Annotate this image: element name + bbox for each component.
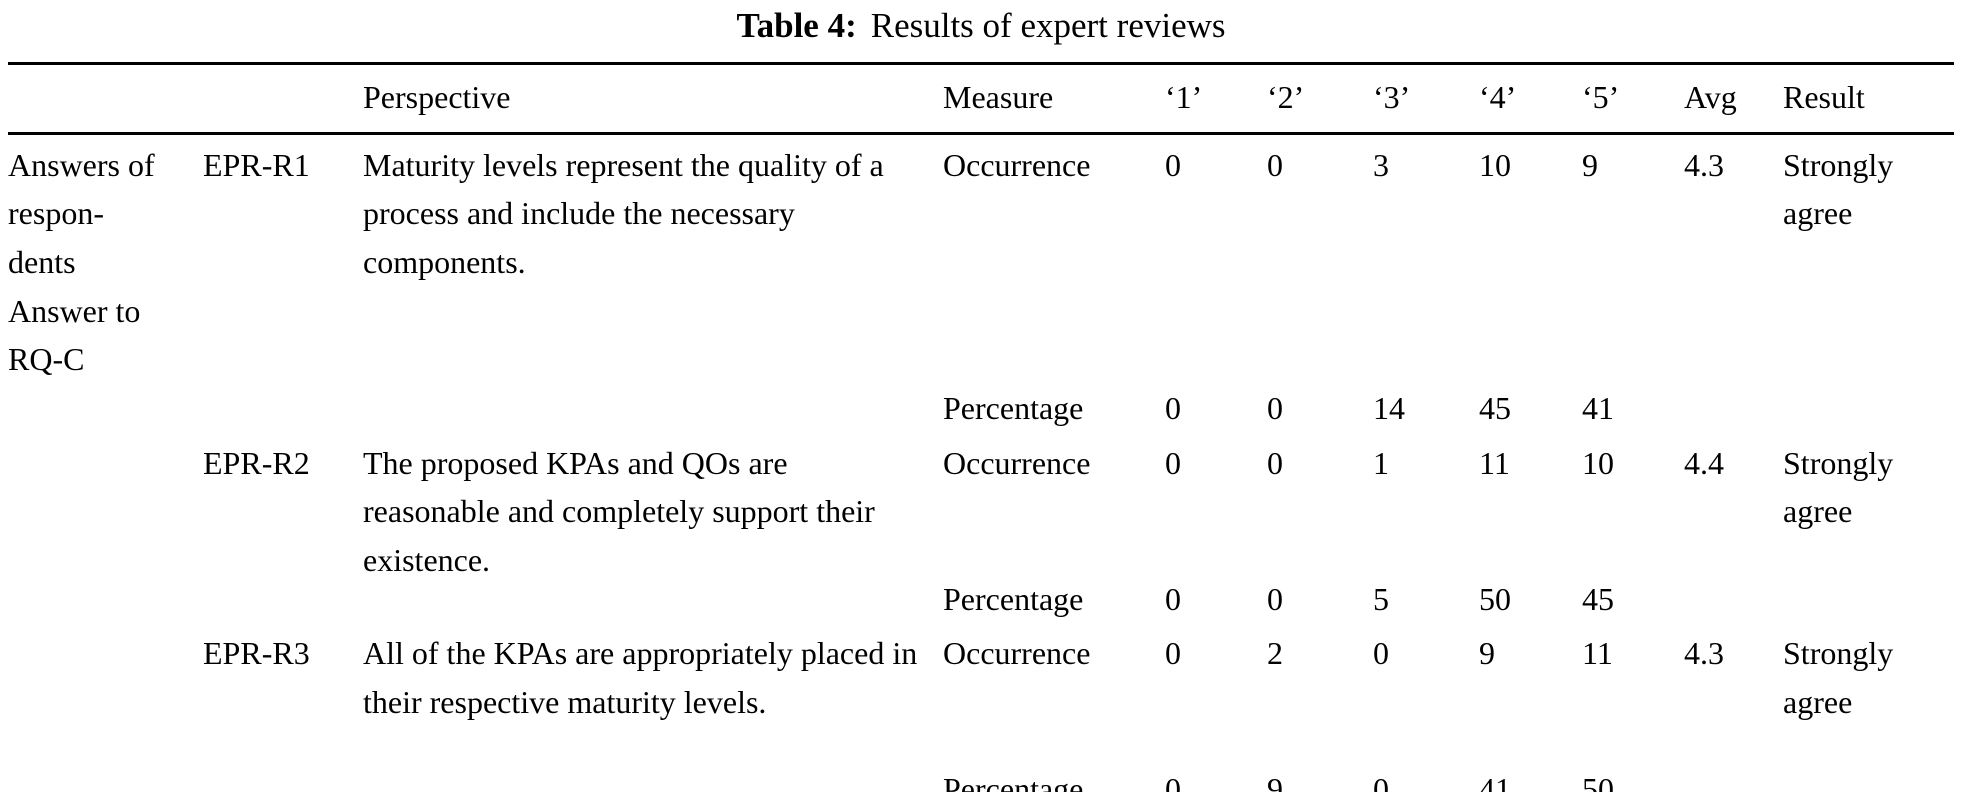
result-empty [1783,759,1954,792]
result-value: Strongly agree [1783,146,1894,232]
header-scale-4: ‘4’ [1479,63,1582,135]
perspective-text: The proposed KPAs and QOs are reasonable… [363,444,875,578]
header-perspective: Perspective [363,63,943,135]
likert-value-2: 0 [1267,580,1283,617]
likert-value-1: 0 [1165,444,1181,481]
measure-cell: Percentage [943,580,1084,617]
avg-empty [1684,759,1783,792]
perspective-text: All of the KPAs are appropriately placed… [363,635,918,720]
header-scale-3: ‘3’ [1373,63,1479,135]
likert-value-5: 50 [1582,771,1614,792]
measure-cell: Occurrence [943,444,1091,481]
table-caption-title: Results of expert reviews [870,6,1226,45]
likert-value-5: 45 [1582,580,1614,617]
likert-value-2: 2 [1267,635,1283,672]
likert-value-4: 10 [1479,146,1511,183]
likert-value-3: 0 [1373,771,1389,792]
result-empty [1783,569,1954,624]
likert-value-3: 3 [1373,146,1389,183]
table-row: Answers of respon- dents Answer to RQ-C … [8,133,1954,378]
result-value: Strongly agree [1783,444,1894,530]
header-row: Perspective Measure ‘1’ ‘2’ ‘3’ ‘4’ ‘5’ … [8,63,1954,135]
row-id: EPR-R2 [203,444,310,481]
header-avg: Avg [1684,63,1783,135]
header-scale-5: ‘5’ [1582,63,1684,135]
measure-cell: Percentage [943,390,1084,427]
table-row: Percentage 0 9 0 41 50 [8,759,1954,792]
likert-value-1: 0 [1165,390,1181,427]
likert-value-3: 5 [1373,580,1389,617]
likert-value-2: 0 [1267,146,1283,183]
avg-empty [1684,378,1783,433]
measure-cell: Occurrence [943,635,1091,672]
row-group-label-line: Answer to [8,292,141,329]
likert-value-1: 0 [1165,580,1181,617]
table-row: Percentage 0 0 5 50 45 [8,569,1954,624]
row-group-label-line: RQ-C [8,341,85,378]
header-empty-group [8,63,203,135]
likert-value-1: 0 [1165,635,1181,672]
row-id: EPR-R3 [203,635,310,672]
likert-value-5: 41 [1582,390,1614,427]
row-group-label-line: respon- [8,195,104,232]
result-value: Strongly agree [1783,635,1894,720]
expert-reviews-table: Perspective Measure ‘1’ ‘2’ ‘3’ ‘4’ ‘5’ … [8,62,1954,792]
avg-value: 4.3 [1684,146,1724,183]
row-group-label-line: dents [8,243,76,280]
likert-value-5: 11 [1582,635,1613,672]
likert-value-3: 0 [1373,635,1389,672]
likert-value-1: 0 [1165,146,1181,183]
likert-value-4: 11 [1479,444,1510,481]
header-scale-2: ‘2’ [1267,63,1373,135]
table-caption-number: Table 4: [736,6,857,45]
likert-value-2: 9 [1267,771,1283,792]
measure-cell: Percentage [943,771,1084,792]
likert-value-3: 1 [1373,444,1389,481]
likert-value-4: 50 [1479,580,1511,617]
perspective-text: Maturity levels represent the quality of… [363,146,884,280]
result-empty [1783,378,1954,433]
header-scale-1: ‘1’ [1165,63,1267,135]
table-caption: Table 4: Results of expert reviews [8,6,1954,46]
header-empty-id [203,63,363,135]
table-row: Percentage 0 0 14 45 41 [8,378,1954,433]
measure-cell: Occurrence [943,146,1091,183]
likert-value-4: 41 [1479,771,1511,792]
likert-value-2: 0 [1267,444,1283,481]
likert-value-4: 45 [1479,390,1511,427]
likert-value-4: 9 [1479,635,1495,672]
likert-value-3: 14 [1373,390,1405,427]
likert-value-2: 0 [1267,390,1283,427]
avg-value: 4.3 [1684,635,1724,672]
likert-value-5: 10 [1582,444,1614,481]
header-measure: Measure [943,63,1165,135]
likert-value-5: 9 [1582,146,1598,183]
avg-empty [1684,569,1783,624]
row-group-label-line: Answers of [8,146,155,183]
header-result: Result [1783,63,1954,135]
likert-value-1: 0 [1165,771,1181,792]
row-id: EPR-R1 [203,146,310,183]
table-row: EPR-R2 The proposed KPAs and QOs are rea… [8,433,1954,578]
table-row: EPR-R3 All of the KPAs are appropriately… [8,623,1954,759]
avg-value: 4.4 [1684,444,1724,481]
row-group-label: Answers of respon- dents Answer to RQ-C [8,133,203,792]
